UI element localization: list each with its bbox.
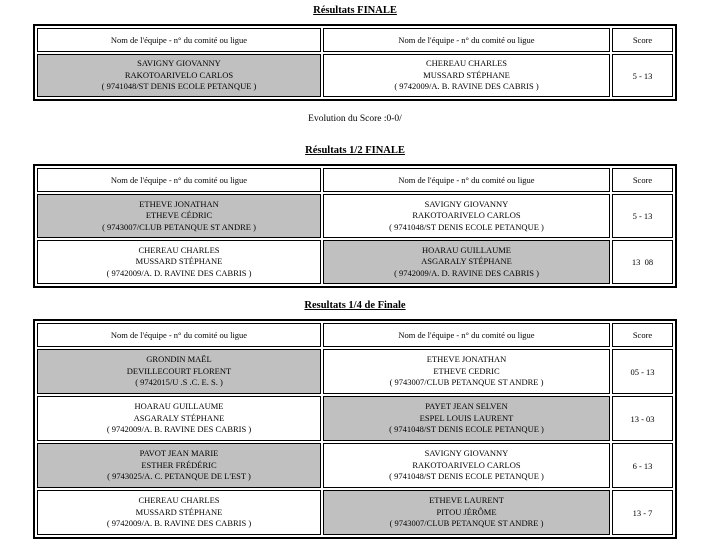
team-club-line: ( 9741048/ST DENIS ECOLE PETANQUE ) xyxy=(101,81,257,92)
team-player-name: MUSSARD STÉPHANE xyxy=(135,256,223,267)
match-row: CHEREAU CHARLES MUSSARD STÉPHANE( 9742009… xyxy=(37,240,673,284)
team-club-line: ( 9743007/CLUB PETANQUE ST ANDRE ) xyxy=(389,377,544,388)
team-player-name: SAVIGNY GIOVANNY xyxy=(137,58,221,69)
team-player-name: ASGARALY STÉPHANE xyxy=(421,256,512,267)
section-finale: Résultats FINALE Nom de l'équipe - n° du … xyxy=(0,0,710,124)
team-club-line: ( 9741048/ST DENIS ECOLE PETANQUE ) xyxy=(389,221,544,232)
team-club-line: ( 9743007/CLUB PETANQUE ST ANDRE ) xyxy=(389,518,544,529)
score-cell: 05 - 13 xyxy=(612,349,673,394)
team-cell-right: ETHEVE JONATHAN ETHEVE CEDRIC( 9743007/CL… xyxy=(323,349,610,394)
team-player-name: SAVIGNY GIOVANNY xyxy=(424,198,509,209)
column-header-score: Score xyxy=(612,28,673,52)
match-row: GRONDIN MAËL DEVILLECOURT FLORENT( 974201… xyxy=(37,349,673,394)
score-cell: 13 08 xyxy=(612,240,673,284)
team-club-line: ( 9743007/CLUB PETANQUE ST ANDRE ) xyxy=(102,221,256,232)
team-club-line: ( 9742009/A. B. RAVINE DES CABRIS ) xyxy=(106,518,252,529)
team-cell-right-highlighted: PAYET JEAN SELVEN ESPEL LOUIS LAURENT( 97… xyxy=(323,396,610,441)
column-header-team2: Nom de l'équipe - n° du comité ou ligue xyxy=(323,323,610,347)
team-cell-right-highlighted: ETHEVE LAURENT PITOU JÉRÔME( 9743007/CLUB… xyxy=(323,490,610,535)
section-title-quart-de-finale: Resultats 1/4 de Finale xyxy=(304,300,406,311)
team-player-name: CHEREAU CHARLES xyxy=(138,495,220,506)
team-player-name: PAYET JEAN SELVEN xyxy=(425,401,508,412)
score-evolution-note: Evolution du Score :0-0/ xyxy=(308,114,402,124)
team-cell-left-highlighted: SAVIGNY GIOVANNY RAKOTOARIVELO CARLOS( 97… xyxy=(37,54,321,97)
team-player-name: RAKOTOARIVELO CARLOS xyxy=(124,69,234,80)
section-title-finale: Résultats FINALE xyxy=(313,5,397,16)
team-player-name: PITOU JÉRÔME xyxy=(436,506,497,517)
team-cell-left: CHEREAU CHARLES MUSSARD STÉPHANE( 9742009… xyxy=(37,490,321,535)
team-player-name: ETHEVE JONATHAN xyxy=(139,198,219,209)
team-player-name: ASGARALY STÉPHANE xyxy=(133,412,225,423)
team-player-name: HOARAU GUILLAUME xyxy=(134,401,224,412)
team-player-name: MUSSARD STÉPHANE xyxy=(423,69,510,80)
team-club-line: ( 9742009/A. D. RAVINE DES CABRIS ) xyxy=(394,267,539,278)
team-player-name: RAKOTOARIVELO CARLOS xyxy=(412,210,521,221)
match-row: CHEREAU CHARLES MUSSARD STÉPHANE( 9742009… xyxy=(37,490,673,535)
team-club-line: ( 9741048/ST DENIS ECOLE PETANQUE ) xyxy=(389,471,544,482)
header-row: Nom de l'équipe - n° du comité ou ligue N… xyxy=(37,168,673,192)
team-cell-left-highlighted: ETHEVE JONATHAN ETHEVE CÉDRIC( 9743007/CL… xyxy=(37,194,321,238)
team-club-line: ( 9742015/U .S .C. E. S. ) xyxy=(135,377,223,388)
team-player-name: SAVIGNY GIOVANNY xyxy=(424,448,509,459)
column-header-score: Score xyxy=(612,168,673,192)
team-player-name: CHEREAU CHARLES xyxy=(138,244,220,255)
team-player-name: ETHEVE LAURENT xyxy=(429,495,504,506)
team-cell-right: SAVIGNY GIOVANNY RAKOTOARIVELO CARLOS( 97… xyxy=(323,443,610,488)
team-cell-right: SAVIGNY GIOVANNY RAKOTOARIVELO CARLOS( 97… xyxy=(323,194,610,238)
team-player-name: MUSSARD STÉPHANE xyxy=(135,506,223,517)
match-row: ETHEVE JONATHAN ETHEVE CÉDRIC( 9743007/CL… xyxy=(37,194,673,238)
column-header-team2: Nom de l'équipe - n° du comité ou ligue xyxy=(323,28,610,52)
team-club-line: ( 9743025/A. C. PETANQUE DE L'EST ) xyxy=(107,471,251,482)
score-cell: 5 - 13 xyxy=(612,54,673,97)
score-cell: 13 - 7 xyxy=(612,490,673,535)
team-cell-left-highlighted: GRONDIN MAËL DEVILLECOURT FLORENT( 974201… xyxy=(37,349,321,394)
header-row: Nom de l'équipe - n° du comité ou ligue N… xyxy=(37,323,673,347)
score-cell: 13 - 03 xyxy=(612,396,673,441)
section-demi-finale: Résultats 1/2 FINALE Nom de l'équipe - n°… xyxy=(0,124,710,288)
team-player-name: HOARAU GUILLAUME xyxy=(421,244,511,255)
match-row: SAVIGNY GIOVANNY RAKOTOARIVELO CARLOS( 97… xyxy=(37,54,673,97)
team-player-name: RAKOTOARIVELO CARLOS xyxy=(412,459,521,470)
team-player-name: ESPEL LOUIS LAURENT xyxy=(419,412,514,423)
score-cell: 6 - 13 xyxy=(612,443,673,488)
team-player-name: GRONDIN MAËL xyxy=(146,354,212,365)
match-row: PAVOT JEAN MARIE ESTHER FRÉDÉRIC( 9743025… xyxy=(37,443,673,488)
results-table-quart-de-finale: Nom de l'équipe - n° du comité ou ligue N… xyxy=(33,319,677,539)
team-player-name: DEVILLECOURT FLORENT xyxy=(126,365,232,376)
match-row: HOARAU GUILLAUME ASGARALY STÉPHANE( 97420… xyxy=(37,396,673,441)
column-header-team1: Nom de l'équipe - n° du comité ou ligue xyxy=(37,323,321,347)
score-cell: 5 - 13 xyxy=(612,194,673,238)
column-header-team2: Nom de l'équipe - n° du comité ou ligue xyxy=(323,168,610,192)
team-club-line: ( 9741048/ST DENIS ECOLE PETANQUE ) xyxy=(389,424,544,435)
header-row: Nom de l'équipe - n° du comité ou ligue N… xyxy=(37,28,673,52)
team-player-name: CHEREAU CHARLES xyxy=(426,58,507,69)
team-player-name: ETHEVE CEDRIC xyxy=(433,365,500,376)
section-title-demi-finale: Résultats 1/2 FINALE xyxy=(305,145,405,156)
team-cell-left: HOARAU GUILLAUME ASGARALY STÉPHANE( 97420… xyxy=(37,396,321,441)
team-player-name: ETHEVE JONATHAN xyxy=(426,354,507,365)
results-table-demi-finale: Nom de l'équipe - n° du comité ou ligue N… xyxy=(33,164,677,288)
team-cell-right: CHEREAU CHARLES MUSSARD STÉPHANE( 9742009… xyxy=(323,54,610,97)
team-player-name: ESTHER FRÉDÉRIC xyxy=(141,459,217,470)
team-club-line: ( 9742009/A. B. RAVINE DES CABRIS ) xyxy=(106,424,252,435)
column-header-score: Score xyxy=(612,323,673,347)
column-header-team1: Nom de l'équipe - n° du comité ou ligue xyxy=(37,28,321,52)
team-player-name: ETHEVE CÉDRIC xyxy=(145,210,213,221)
team-cell-right-highlighted: HOARAU GUILLAUME ASGARALY STÉPHANE( 97420… xyxy=(323,240,610,284)
team-player-name: PAVOT JEAN MARIE xyxy=(139,448,219,459)
column-header-team1: Nom de l'équipe - n° du comité ou ligue xyxy=(37,168,321,192)
team-club-line: ( 9742009/A. B. RAVINE DES CABRIS ) xyxy=(394,81,539,92)
section-quart-de-finale: Resultats 1/4 de Finale Nom de l'équipe -… xyxy=(0,288,710,539)
team-cell-left: CHEREAU CHARLES MUSSARD STÉPHANE( 9742009… xyxy=(37,240,321,284)
team-cell-left-highlighted: PAVOT JEAN MARIE ESTHER FRÉDÉRIC( 9743025… xyxy=(37,443,321,488)
results-table-finale: Nom de l'équipe - n° du comité ou ligue N… xyxy=(33,24,677,101)
team-club-line: ( 9742009/A. D. RAVINE DES CABRIS ) xyxy=(106,267,252,278)
